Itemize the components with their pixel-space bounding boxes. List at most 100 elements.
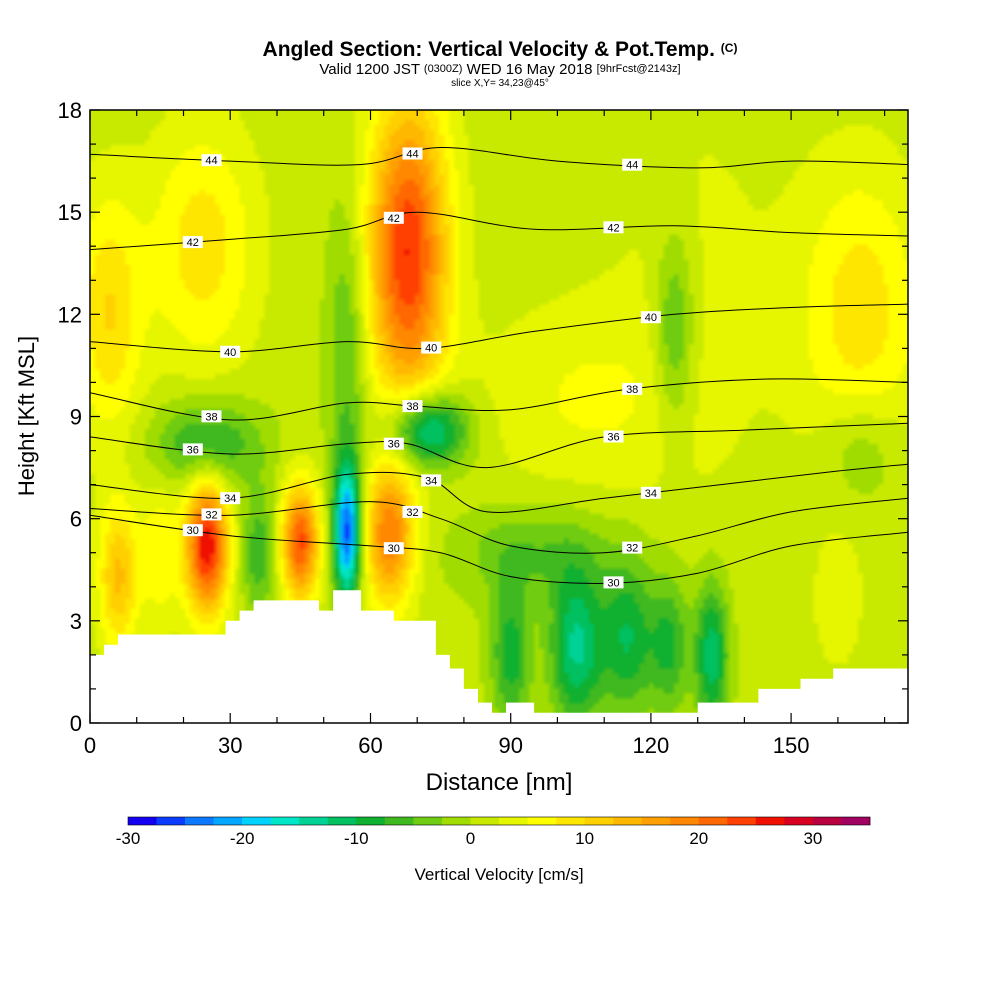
theta-label-text: 34 <box>425 475 437 487</box>
colorbar-swatch <box>556 817 585 825</box>
theta-contour-label: 32 <box>201 508 222 521</box>
theta-contour-label: 44 <box>201 154 222 167</box>
theta-contour-label: 38 <box>402 400 423 413</box>
colorbar-swatch <box>441 817 471 825</box>
theta-label-bg <box>622 541 643 554</box>
theta-contour-label: 38 <box>201 410 222 423</box>
theta-contour-label: 40 <box>421 341 442 355</box>
theta-label-bg <box>421 341 442 354</box>
x-tick-label: 120 <box>633 733 670 758</box>
theta-label-text: 38 <box>406 401 418 413</box>
theta-label-bg <box>182 524 203 537</box>
theta-label-text: 38 <box>626 384 638 396</box>
colorbar-swatch <box>784 817 814 825</box>
valid-utc: (0300Z) <box>423 63 463 75</box>
theta-contour-label: 36 <box>182 443 203 456</box>
theta-label-bg <box>201 154 222 167</box>
colorbar-swatch <box>670 817 699 825</box>
theta-label-text: 30 <box>187 525 199 537</box>
theta-contour-label: 42 <box>383 211 404 225</box>
theta-label-bg <box>402 505 423 518</box>
theta-label-text: 40 <box>224 347 236 359</box>
colorbar-swatch <box>384 817 414 825</box>
colorbar-swatch <box>613 817 642 825</box>
terrain-mask <box>90 590 908 723</box>
theta-contour-38 <box>90 378 908 421</box>
colorbar-tick-label: 30 <box>803 829 822 848</box>
y-tick-label: 15 <box>58 200 82 225</box>
theta-label-text: 40 <box>425 343 437 355</box>
colorbar-swatch <box>755 817 785 825</box>
colorbar-swatch <box>327 817 357 825</box>
forecast-info: [9hrFcst@2143z] <box>596 63 681 75</box>
theta-label-text: 36 <box>607 432 619 444</box>
y-tick-label: 18 <box>58 98 82 123</box>
colorbar-tick-label: -20 <box>230 829 255 848</box>
theta-label-text: 42 <box>607 222 619 234</box>
theta-contour-label: 34 <box>220 492 241 505</box>
colorbar-tick-label: 0 <box>466 829 475 848</box>
colorbar-swatch <box>270 817 300 825</box>
theta-label-text: 34 <box>224 493 236 505</box>
theta-label-bg <box>603 576 624 589</box>
colorbar-swatch <box>185 817 214 825</box>
x-tick-label: 150 <box>773 733 810 758</box>
x-tick-label: 30 <box>218 733 242 758</box>
theta-label-text: 32 <box>205 509 217 521</box>
theta-label-text: 32 <box>406 507 418 519</box>
theta-label-text: 44 <box>406 149 418 161</box>
theta-contour-label: 40 <box>220 345 241 359</box>
theta-label-bg <box>220 492 241 505</box>
colorbar-frame <box>127 816 871 826</box>
theta-contour-36 <box>90 422 908 469</box>
colorbar-tick-label: -10 <box>344 829 369 848</box>
theta-contour-label: 44 <box>402 147 423 161</box>
theta-contour-label: 36 <box>603 430 624 444</box>
theta-contour-label: 42 <box>182 236 203 249</box>
theta-contour-30 <box>90 514 908 584</box>
colorbar-swatch <box>156 817 186 825</box>
theta-contour-label: 34 <box>421 474 442 487</box>
valid-date: WED 16 May 2018 <box>466 61 593 78</box>
theta-contour-34 <box>90 463 908 513</box>
theta-label-bg <box>622 382 643 395</box>
valid-prefix: Valid 1200 JST <box>319 61 420 78</box>
theta-contour-label: 32 <box>622 541 643 555</box>
colorbar-swatch <box>128 817 157 825</box>
theta-contour-label: 42 <box>603 221 624 234</box>
theta-label-bg <box>383 211 404 224</box>
colorbar-label: Vertical Velocity [cm/s] <box>414 865 583 884</box>
theta-label-text: 44 <box>626 160 638 172</box>
y-tick-label: 12 <box>58 302 82 327</box>
theta-label-bg <box>220 345 241 358</box>
chart-title: Angled Section: Vertical Velocity & Pot.… <box>0 36 1000 62</box>
theta-label-text: 38 <box>205 411 217 423</box>
x-tick-label: 60 <box>358 733 382 758</box>
y-axis-label: Height [Kft MSL] <box>14 336 39 496</box>
colorbar-swatch <box>470 817 500 825</box>
x-tick-label: 90 <box>498 733 522 758</box>
theta-contour-label: 34 <box>640 486 661 500</box>
theta-contour-42 <box>90 211 908 251</box>
theta-contour-labels: 30 30 30 32 32 32 34 34 34 36 36 36 38 38 38 40 40 40 42 42… <box>182 147 661 589</box>
theta-label-bg <box>383 437 404 450</box>
theta-label-bg <box>640 311 661 324</box>
theta-label-bg <box>201 508 222 521</box>
colorbar-swatch <box>841 817 871 825</box>
theta-label-bg <box>402 147 423 160</box>
theta-label-bg <box>603 221 624 234</box>
colorbar-swatch <box>527 817 557 825</box>
theta-label-text: 42 <box>187 237 199 249</box>
theta-label-text: 36 <box>187 444 199 456</box>
y-tick-label: 6 <box>70 507 82 532</box>
y-tick-label: 0 <box>70 711 82 736</box>
x-axis: 0 30 60 90 120 150 <box>84 110 886 758</box>
colorbar-swatch <box>641 817 671 825</box>
colorbar-tick-label: 10 <box>575 829 594 848</box>
colorbar-swatch <box>499 817 528 825</box>
chart-subtitle: Valid 1200 JST (0300Z) WED 16 May 2018 [… <box>0 61 1000 78</box>
x-axis-label: Distance [nm] <box>426 769 573 796</box>
theta-label-text: 34 <box>645 488 657 500</box>
